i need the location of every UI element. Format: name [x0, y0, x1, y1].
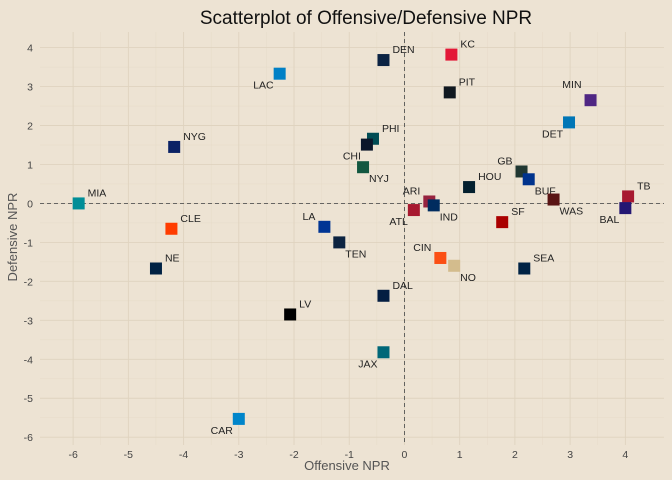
point-label-bal: BAL — [599, 214, 619, 226]
y-tick-label: 2 — [27, 121, 33, 133]
y-tick-label: 0 — [27, 198, 33, 210]
data-point-cin — [434, 251, 447, 264]
x-tick-label: 3 — [567, 449, 573, 461]
data-point-det — [563, 116, 576, 129]
y-tick-label: -5 — [24, 393, 33, 405]
point-label-car: CAR — [211, 425, 234, 437]
y-tick-label: -4 — [24, 354, 33, 366]
data-point-sf — [496, 216, 509, 229]
point-label-chi: CHI — [343, 151, 361, 163]
data-point-mia — [72, 197, 85, 210]
data-point-chi — [360, 138, 373, 151]
y-tick-label: -2 — [24, 276, 33, 288]
point-label-pit: PIT — [459, 76, 476, 88]
point-label-ind: IND — [440, 211, 459, 223]
data-point-ten — [333, 236, 346, 249]
point-label-ten: TEN — [345, 248, 366, 260]
data-point-kc — [445, 48, 458, 61]
point-label-sf: SF — [511, 206, 524, 218]
point-label-no: NO — [460, 272, 476, 284]
x-tick-label: 2 — [512, 449, 518, 461]
data-point-lv — [284, 308, 297, 321]
point-label-la: LA — [303, 211, 316, 223]
data-point-bal — [619, 202, 632, 215]
data-point-jax — [377, 346, 390, 359]
x-tick-label: -6 — [68, 449, 77, 461]
point-label-lv: LV — [299, 298, 311, 310]
point-label-det: DET — [542, 128, 564, 140]
point-label-gb: GB — [497, 155, 512, 167]
data-point-no — [448, 259, 461, 272]
x-tick-label: -5 — [124, 449, 133, 461]
data-point-la — [318, 220, 331, 233]
point-label-was: WAS — [560, 206, 584, 218]
data-point-atl — [407, 204, 420, 217]
y-tick-label: 3 — [27, 82, 33, 94]
point-label-ari: ARI — [403, 185, 421, 197]
x-tick-label: 0 — [402, 449, 408, 461]
data-point-buf — [522, 173, 535, 186]
chart-title: Scatterplot of Offensive/Defensive NPR — [200, 8, 532, 29]
point-label-lac: LAC — [253, 80, 274, 92]
x-axis-title: Offensive NPR — [304, 458, 390, 473]
point-label-nyg: NYG — [183, 131, 206, 143]
data-point-car — [232, 412, 245, 425]
x-tick-label: 1 — [457, 449, 463, 461]
point-label-mia: MIA — [88, 187, 107, 199]
data-point-cle — [165, 222, 178, 235]
data-point-sea — [518, 262, 531, 275]
x-tick-label: -1 — [345, 449, 354, 461]
point-label-den: DEN — [392, 44, 414, 56]
y-tick-label: 1 — [27, 159, 33, 171]
data-point-nyg — [168, 140, 181, 153]
point-label-tb: TB — [637, 180, 650, 192]
point-label-sea: SEA — [533, 253, 554, 265]
y-tick-label: -1 — [24, 237, 33, 249]
point-label-hou: HOU — [478, 171, 501, 183]
plot-area: -6 -5 -4 -3 -2 -1 0 1 2 3 4 -6 -5 -4 -3 -2 -1 0 1 2 3 4 DEN KC L… — [24, 32, 664, 461]
y-tick-label: -3 — [24, 315, 33, 327]
data-point-lac — [273, 67, 286, 80]
point-label-min: MIN — [562, 79, 581, 91]
data-point-pit — [443, 86, 456, 99]
point-label-ne: NE — [165, 253, 180, 265]
y-tick-label: -6 — [24, 432, 33, 444]
point-label-cin: CIN — [413, 242, 431, 254]
point-label-phi: PHI — [382, 123, 400, 135]
point-label-nyj: NYJ — [369, 173, 389, 185]
data-point-min — [584, 94, 597, 107]
x-tick-label: -2 — [289, 449, 298, 461]
data-point-den — [377, 54, 390, 67]
x-tick-label: 4 — [622, 449, 628, 461]
x-tick-label: -3 — [234, 449, 243, 461]
data-point-nyj — [357, 161, 370, 174]
data-point-ne — [149, 262, 162, 275]
data-point-hou — [463, 181, 476, 194]
data-point-tb — [622, 190, 635, 203]
data-point-ind — [427, 199, 440, 212]
point-label-cle: CLE — [180, 213, 200, 225]
point-label-dal: DAL — [392, 280, 413, 292]
y-axis-title: Defensive NPR — [5, 193, 20, 282]
y-tick-label: 4 — [27, 43, 33, 55]
data-point-dal — [377, 289, 390, 302]
point-label-jax: JAX — [358, 358, 377, 370]
data-point-was — [547, 193, 560, 206]
x-tick-label: -4 — [179, 449, 188, 461]
point-label-kc: KC — [460, 39, 475, 51]
point-label-atl: ATL — [389, 216, 408, 228]
